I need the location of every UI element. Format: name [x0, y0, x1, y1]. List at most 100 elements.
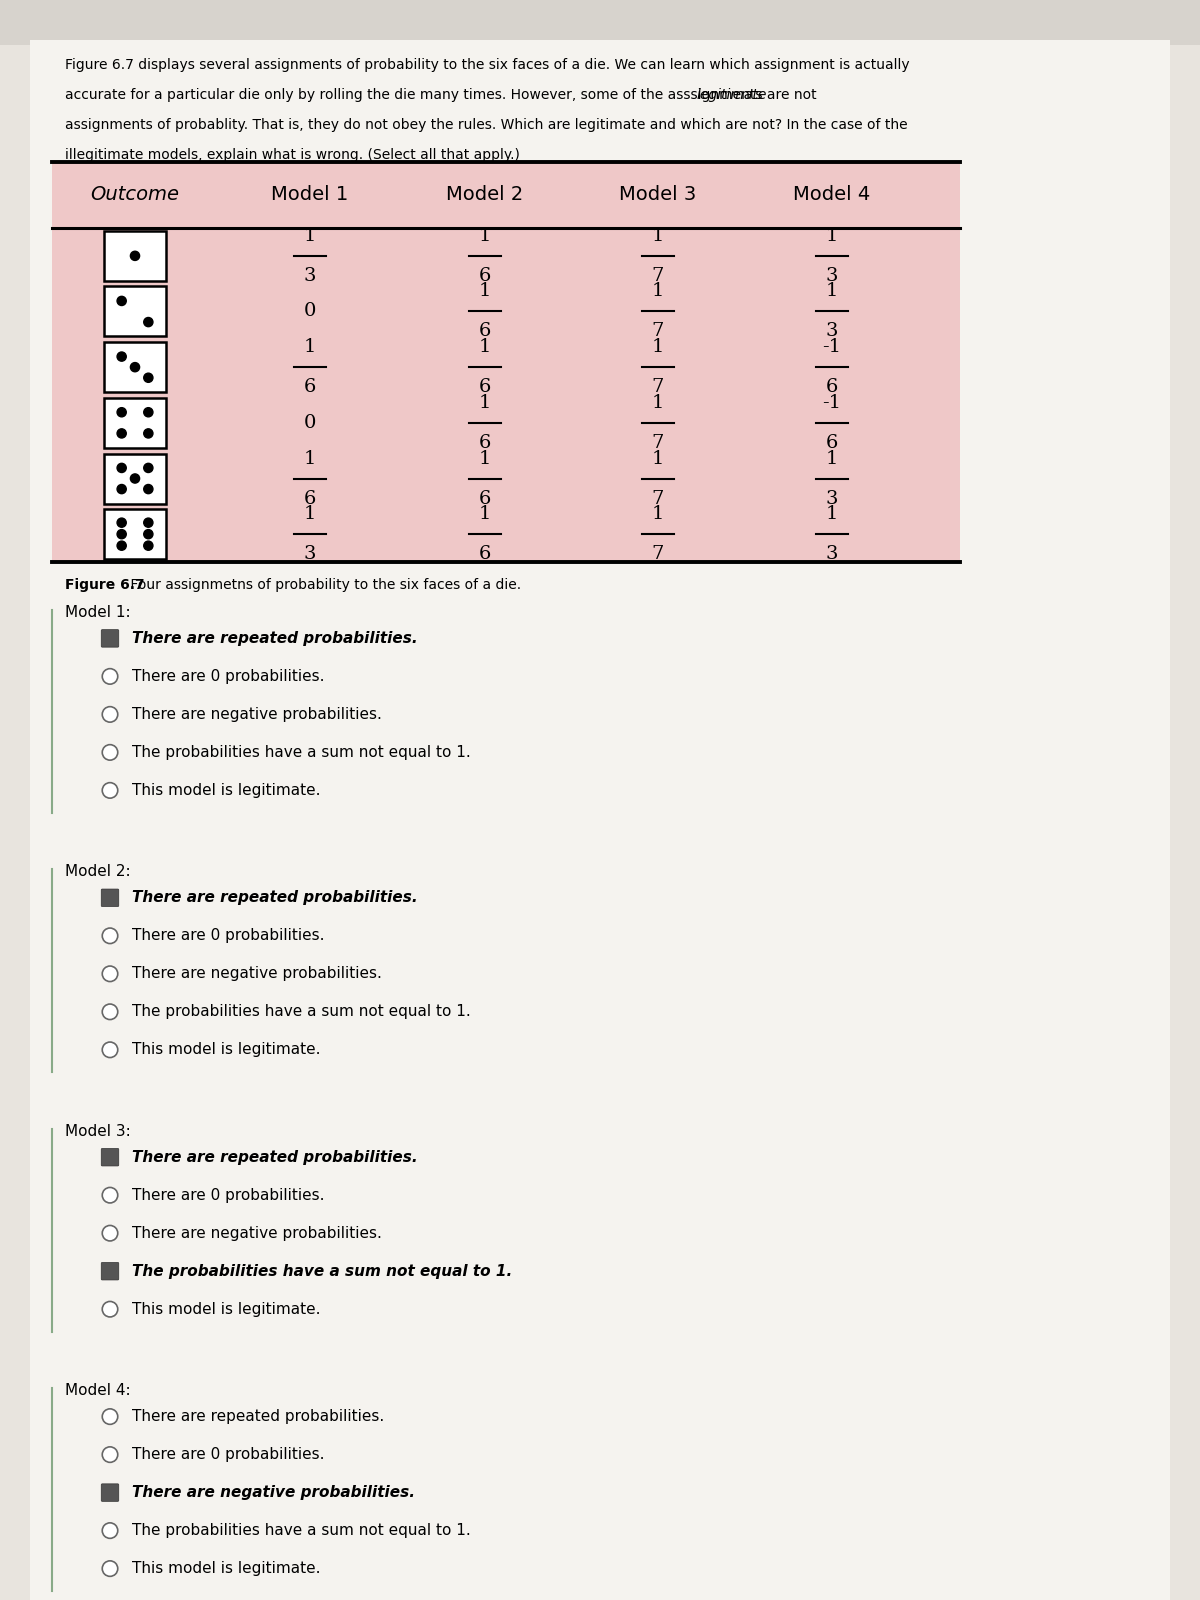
Text: There are 0 probabilities.: There are 0 probabilities. — [132, 1187, 324, 1203]
Circle shape — [102, 782, 118, 798]
Text: 1: 1 — [479, 394, 491, 411]
Text: There are 0 probabilities.: There are 0 probabilities. — [132, 1446, 324, 1462]
Circle shape — [118, 429, 126, 438]
FancyBboxPatch shape — [104, 230, 166, 282]
Text: 1: 1 — [652, 227, 664, 245]
Text: 1: 1 — [652, 450, 664, 467]
Circle shape — [118, 541, 126, 550]
Circle shape — [118, 485, 126, 494]
Text: Outcome: Outcome — [90, 186, 180, 205]
Circle shape — [102, 1523, 118, 1538]
Circle shape — [102, 669, 118, 685]
Text: Model 3:: Model 3: — [65, 1123, 131, 1139]
Circle shape — [118, 408, 126, 418]
Text: The probabilities have a sum not equal to 1.: The probabilities have a sum not equal t… — [132, 746, 470, 760]
Text: 6: 6 — [479, 378, 491, 397]
Text: 7: 7 — [652, 434, 664, 451]
Text: The probabilities have a sum not equal to 1.: The probabilities have a sum not equal t… — [132, 1523, 470, 1538]
Text: 1: 1 — [826, 283, 838, 301]
Text: illegitimate models, explain what is wrong. (Select all that apply.): illegitimate models, explain what is wro… — [65, 149, 520, 162]
Circle shape — [144, 464, 152, 472]
Text: 6: 6 — [826, 378, 838, 397]
Text: This model is legitimate.: This model is legitimate. — [132, 1302, 320, 1317]
FancyBboxPatch shape — [101, 1262, 119, 1280]
Text: The probabilities have a sum not equal to 1.: The probabilities have a sum not equal t… — [132, 1005, 470, 1019]
FancyBboxPatch shape — [104, 453, 166, 504]
Circle shape — [102, 744, 118, 760]
Circle shape — [118, 530, 126, 539]
Text: There are repeated probabilities.: There are repeated probabilities. — [132, 890, 418, 906]
Text: 7: 7 — [652, 490, 664, 507]
Text: There are repeated probabilities.: There are repeated probabilities. — [132, 1410, 384, 1424]
FancyBboxPatch shape — [104, 509, 166, 558]
Circle shape — [144, 373, 152, 382]
Text: 1: 1 — [826, 450, 838, 467]
Text: Model 4: Model 4 — [793, 186, 871, 205]
Text: 3: 3 — [826, 490, 839, 507]
Text: 1: 1 — [304, 506, 316, 523]
Circle shape — [102, 966, 118, 981]
Text: 6: 6 — [479, 267, 491, 285]
Text: 6: 6 — [479, 490, 491, 507]
Text: This model is legitimate.: This model is legitimate. — [132, 1042, 320, 1058]
Text: 1: 1 — [652, 506, 664, 523]
Text: The probabilities have a sum not equal to 1.: The probabilities have a sum not equal t… — [132, 1264, 512, 1278]
Circle shape — [144, 317, 152, 326]
Text: 7: 7 — [652, 323, 664, 341]
Text: legitimate: legitimate — [697, 88, 767, 102]
Circle shape — [144, 530, 152, 539]
Text: 6: 6 — [304, 490, 316, 507]
Text: 3: 3 — [304, 267, 317, 285]
Circle shape — [131, 251, 139, 261]
Text: 1: 1 — [479, 506, 491, 523]
Circle shape — [102, 1301, 118, 1317]
Text: There are negative probabilities.: There are negative probabilities. — [132, 966, 382, 981]
Circle shape — [144, 485, 152, 494]
Text: Model 2: Model 2 — [446, 186, 523, 205]
Text: There are 0 probabilities.: There are 0 probabilities. — [132, 928, 324, 944]
FancyBboxPatch shape — [104, 342, 166, 392]
Text: There are repeated probabilities.: There are repeated probabilities. — [132, 1150, 418, 1165]
Circle shape — [102, 707, 118, 722]
Text: 1: 1 — [304, 338, 316, 357]
Text: assignments of probablity. That is, they do not obey the rules. Which are legiti: assignments of probablity. That is, they… — [65, 118, 907, 133]
Text: -1: -1 — [822, 394, 841, 411]
FancyBboxPatch shape — [0, 0, 1200, 45]
Text: 3: 3 — [826, 267, 839, 285]
Text: 6: 6 — [304, 378, 316, 397]
Text: 6: 6 — [479, 323, 491, 341]
Text: 6: 6 — [479, 434, 491, 451]
Text: Model 2:: Model 2: — [65, 864, 131, 880]
Text: 7: 7 — [652, 546, 664, 563]
Text: 7: 7 — [652, 267, 664, 285]
Circle shape — [118, 518, 126, 528]
Text: Model 3: Model 3 — [619, 186, 697, 205]
Text: This model is legitimate.: This model is legitimate. — [132, 1562, 320, 1576]
Circle shape — [144, 429, 152, 438]
Text: 1: 1 — [479, 450, 491, 467]
Text: 1: 1 — [304, 227, 316, 245]
Circle shape — [102, 1446, 118, 1462]
Text: Model 4:: Model 4: — [65, 1382, 131, 1398]
Text: 1: 1 — [479, 283, 491, 301]
Circle shape — [102, 1187, 118, 1203]
Text: 1: 1 — [652, 394, 664, 411]
Circle shape — [118, 464, 126, 472]
Text: -1: -1 — [822, 338, 841, 357]
Text: Model 1: Model 1 — [271, 186, 349, 205]
Text: 0: 0 — [304, 302, 316, 320]
Circle shape — [102, 1226, 118, 1242]
Text: 1: 1 — [304, 450, 316, 467]
FancyBboxPatch shape — [101, 1149, 119, 1166]
Circle shape — [144, 518, 152, 528]
Circle shape — [144, 541, 152, 550]
Text: There are negative probabilities.: There are negative probabilities. — [132, 1485, 415, 1501]
FancyBboxPatch shape — [30, 40, 1170, 1600]
Text: This model is legitimate.: This model is legitimate. — [132, 782, 320, 798]
Text: Model 1:: Model 1: — [65, 605, 131, 621]
Circle shape — [131, 474, 139, 483]
FancyBboxPatch shape — [52, 162, 960, 562]
Text: 3: 3 — [304, 546, 317, 563]
Text: 1: 1 — [826, 227, 838, 245]
Text: Figure 6.7: Figure 6.7 — [65, 578, 145, 592]
